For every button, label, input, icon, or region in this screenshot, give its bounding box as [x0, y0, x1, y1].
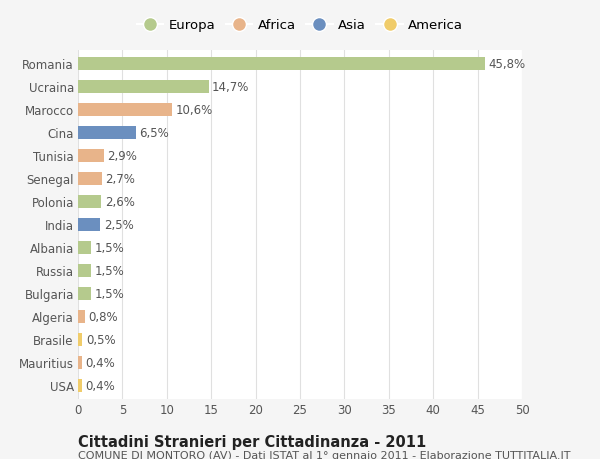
- Bar: [78, 264, 91, 278]
- Bar: [78, 241, 91, 255]
- Text: 0,4%: 0,4%: [85, 356, 115, 369]
- Bar: [78, 103, 172, 117]
- Text: 0,4%: 0,4%: [85, 379, 115, 392]
- Text: 1,5%: 1,5%: [95, 287, 125, 300]
- Bar: [78, 333, 82, 347]
- Text: 1,5%: 1,5%: [95, 264, 125, 277]
- Text: 10,6%: 10,6%: [176, 104, 213, 117]
- Text: 2,7%: 2,7%: [106, 173, 136, 185]
- Text: 1,5%: 1,5%: [95, 241, 125, 254]
- Bar: [78, 149, 104, 163]
- Bar: [78, 379, 82, 392]
- Text: Cittadini Stranieri per Cittadinanza - 2011: Cittadini Stranieri per Cittadinanza - 2…: [78, 434, 426, 449]
- Bar: [78, 57, 485, 71]
- Legend: Europa, Africa, Asia, America: Europa, Africa, Asia, America: [133, 15, 467, 36]
- Text: 0,8%: 0,8%: [89, 310, 118, 323]
- Text: COMUNE DI MONTORO (AV) - Dati ISTAT al 1° gennaio 2011 - Elaborazione TUTTITALIA: COMUNE DI MONTORO (AV) - Dati ISTAT al 1…: [78, 450, 571, 459]
- Text: 0,5%: 0,5%: [86, 333, 116, 346]
- Text: 14,7%: 14,7%: [212, 81, 250, 94]
- Text: 2,5%: 2,5%: [104, 218, 134, 231]
- Bar: [78, 218, 100, 232]
- Bar: [78, 356, 82, 369]
- Bar: [78, 126, 136, 140]
- Text: 45,8%: 45,8%: [488, 58, 526, 71]
- Bar: [78, 195, 101, 209]
- Text: 2,6%: 2,6%: [104, 196, 134, 208]
- Text: 6,5%: 6,5%: [139, 127, 169, 140]
- Text: 2,9%: 2,9%: [107, 150, 137, 162]
- Bar: [78, 172, 102, 186]
- Bar: [78, 80, 209, 94]
- Bar: [78, 287, 91, 301]
- Bar: [78, 310, 85, 324]
